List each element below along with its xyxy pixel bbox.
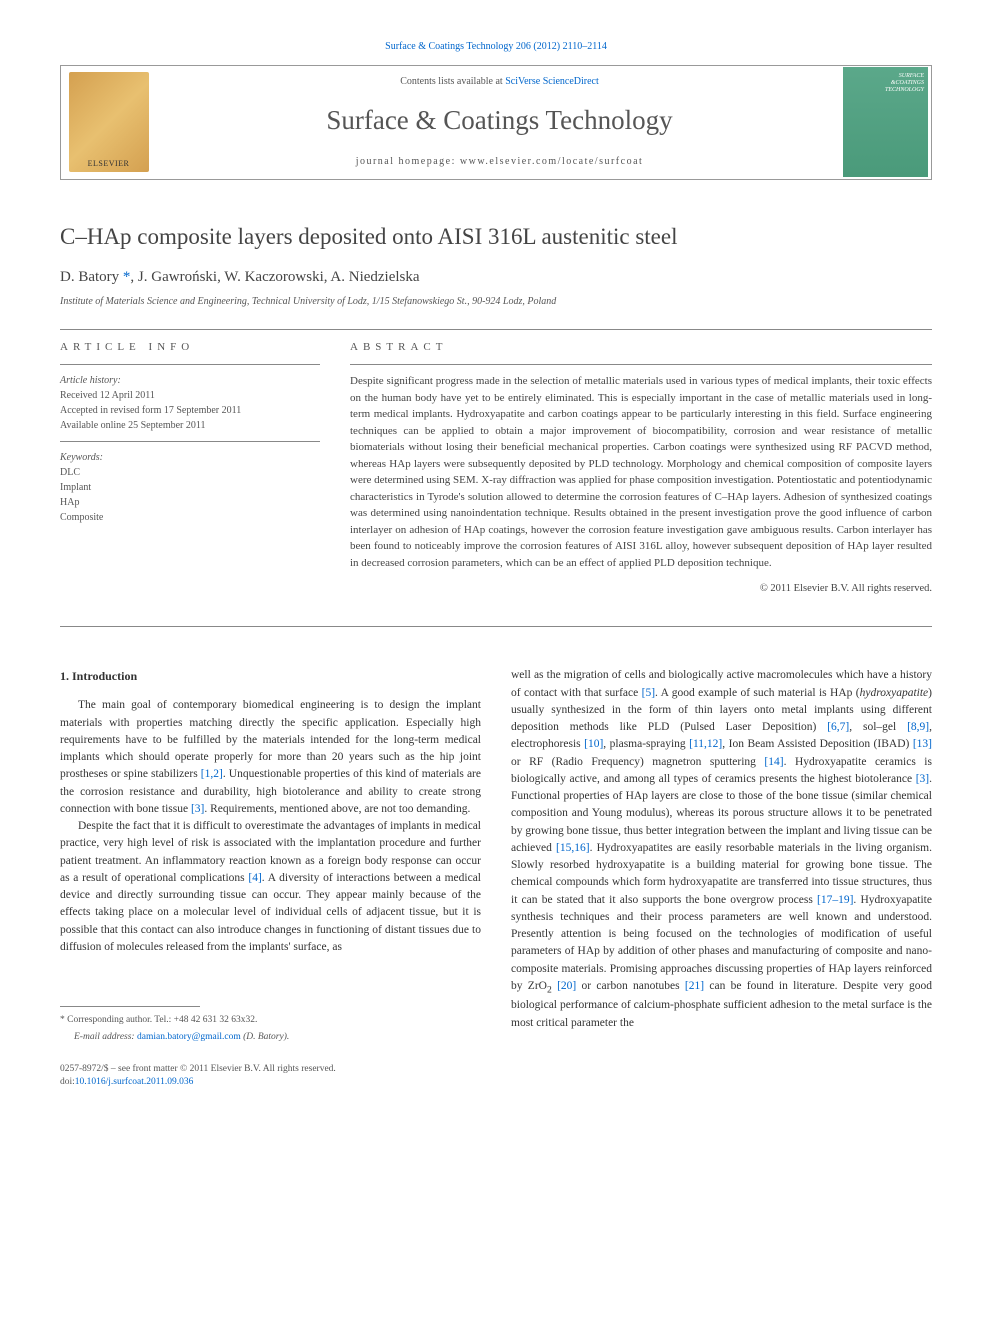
abstract-text: Despite significant progress made in the… xyxy=(350,373,932,571)
divider-top xyxy=(60,329,932,330)
abstract-column: abstract Despite significant progress ma… xyxy=(350,340,932,596)
ref-21[interactable]: [21] xyxy=(685,980,704,992)
ref-3b[interactable]: [3] xyxy=(916,773,929,785)
article-info-column: article info Article history: Received 1… xyxy=(60,340,320,596)
corresponding-note: * Corresponding author. Tel.: +48 42 631… xyxy=(60,1013,481,1027)
right-column: well as the migration of cells and biolo… xyxy=(511,667,932,1044)
author-list: D. Batory *, J. Gawroński, W. Kaczorowsk… xyxy=(60,267,932,289)
ref-4[interactable]: [4] xyxy=(248,872,261,884)
contents-available-line: Contents lists available at SciVerse Sci… xyxy=(166,75,833,90)
ref-15-16[interactable]: [15,16] xyxy=(556,842,590,854)
elsevier-logo xyxy=(61,65,156,180)
email-link[interactable]: damian.batory@gmail.com xyxy=(137,1032,241,1042)
ref-13[interactable]: [13] xyxy=(913,738,932,750)
ref-6-7[interactable]: [6,7] xyxy=(827,721,849,733)
keyword-2: Implant xyxy=(60,482,91,493)
article-history-block: Article history: Received 12 April 2011 … xyxy=(60,373,320,433)
ref-1-2[interactable]: [1,2] xyxy=(201,768,223,780)
keyword-3: HAp xyxy=(60,497,79,508)
ref-11-12[interactable]: [11,12] xyxy=(689,738,722,750)
ref-8-9[interactable]: [8,9] xyxy=(907,721,929,733)
journal-header: Contents lists available at SciVerse Sci… xyxy=(60,65,932,180)
doi-line: doi:10.1016/j.surfcoat.2011.09.036 xyxy=(60,1076,932,1089)
email-line: E-mail address: damian.batory@gmail.com … xyxy=(60,1030,481,1044)
ref-5[interactable]: [5] xyxy=(642,687,655,699)
cover-text-3: TECHNOLOGY xyxy=(847,87,924,94)
left-column: 1. Introduction The main goal of contemp… xyxy=(60,667,481,1044)
keyword-1: DLC xyxy=(60,467,80,478)
cover-text-2: &COATINGS xyxy=(847,80,924,87)
info-divider-2 xyxy=(60,441,320,442)
divider-bottom xyxy=(60,626,932,627)
abstract-label: abstract xyxy=(350,340,932,356)
keywords-label: Keywords: xyxy=(60,452,103,463)
intro-para-3: well as the migration of cells and biolo… xyxy=(511,667,932,1032)
abstract-copyright: © 2011 Elsevier B.V. All rights reserved… xyxy=(350,581,932,596)
header-center: Contents lists available at SciVerse Sci… xyxy=(156,65,843,179)
bottom-publication-meta: 0257-8972/$ – see front matter © 2011 El… xyxy=(60,1063,932,1090)
info-divider-1 xyxy=(60,364,320,365)
hap-italic: hydroxyapatite xyxy=(860,687,929,699)
cover-text-1: SURFACE xyxy=(847,73,924,80)
info-abstract-row: article info Article history: Received 1… xyxy=(60,340,932,596)
paper-title: C–HAp composite layers deposited onto AI… xyxy=(60,220,932,253)
history-label: Article history: xyxy=(60,375,121,386)
issn-line: 0257-8972/$ – see front matter © 2011 El… xyxy=(60,1063,932,1076)
affiliation: Institute of Materials Science and Engin… xyxy=(60,295,932,310)
intro-para-2: Despite the fact that it is difficult to… xyxy=(60,818,481,956)
ref-14[interactable]: [14] xyxy=(764,756,783,768)
keywords-block: Keywords: DLC Implant HAp Composite xyxy=(60,450,320,525)
authors-rest: , J. Gawroński, W. Kaczorowski, A. Niedz… xyxy=(130,269,419,285)
keyword-4: Composite xyxy=(60,512,103,523)
accepted-date: Accepted in revised form 17 September 20… xyxy=(60,405,241,416)
ref-17-19[interactable]: [17–19] xyxy=(817,894,853,906)
received-date: Received 12 April 2011 xyxy=(60,390,155,401)
intro-para-1: The main goal of contemporary biomedical… xyxy=(60,697,481,818)
doi-link[interactable]: 10.1016/j.surfcoat.2011.09.036 xyxy=(75,1077,194,1087)
journal-cover-thumbnail: SURFACE &COATINGS TECHNOLOGY xyxy=(843,67,928,177)
journal-title: Surface & Coatings Technology xyxy=(166,101,833,140)
ref-3a[interactable]: [3] xyxy=(191,803,204,815)
ref-10[interactable]: [10] xyxy=(584,738,603,750)
citation-link[interactable]: Surface & Coatings Technology 206 (2012)… xyxy=(385,41,607,52)
elsevier-tree-icon xyxy=(69,72,149,172)
info-divider-3 xyxy=(350,364,932,365)
journal-homepage-line: journal homepage: www.elsevier.com/locat… xyxy=(166,155,833,170)
body-two-columns: 1. Introduction The main goal of contemp… xyxy=(60,667,932,1044)
intro-heading: 1. Introduction xyxy=(60,667,481,685)
author-1: D. Batory xyxy=(60,269,123,285)
footnote-block: * Corresponding author. Tel.: +48 42 631… xyxy=(60,1006,481,1045)
ref-20[interactable]: [20] xyxy=(557,980,576,992)
article-info-label: article info xyxy=(60,340,320,356)
journal-citation-header: Surface & Coatings Technology 206 (2012)… xyxy=(60,40,932,55)
footnote-divider xyxy=(60,1006,200,1007)
online-date: Available online 25 September 2011 xyxy=(60,420,206,431)
sciencedirect-link[interactable]: SciVerse ScienceDirect xyxy=(505,76,599,87)
